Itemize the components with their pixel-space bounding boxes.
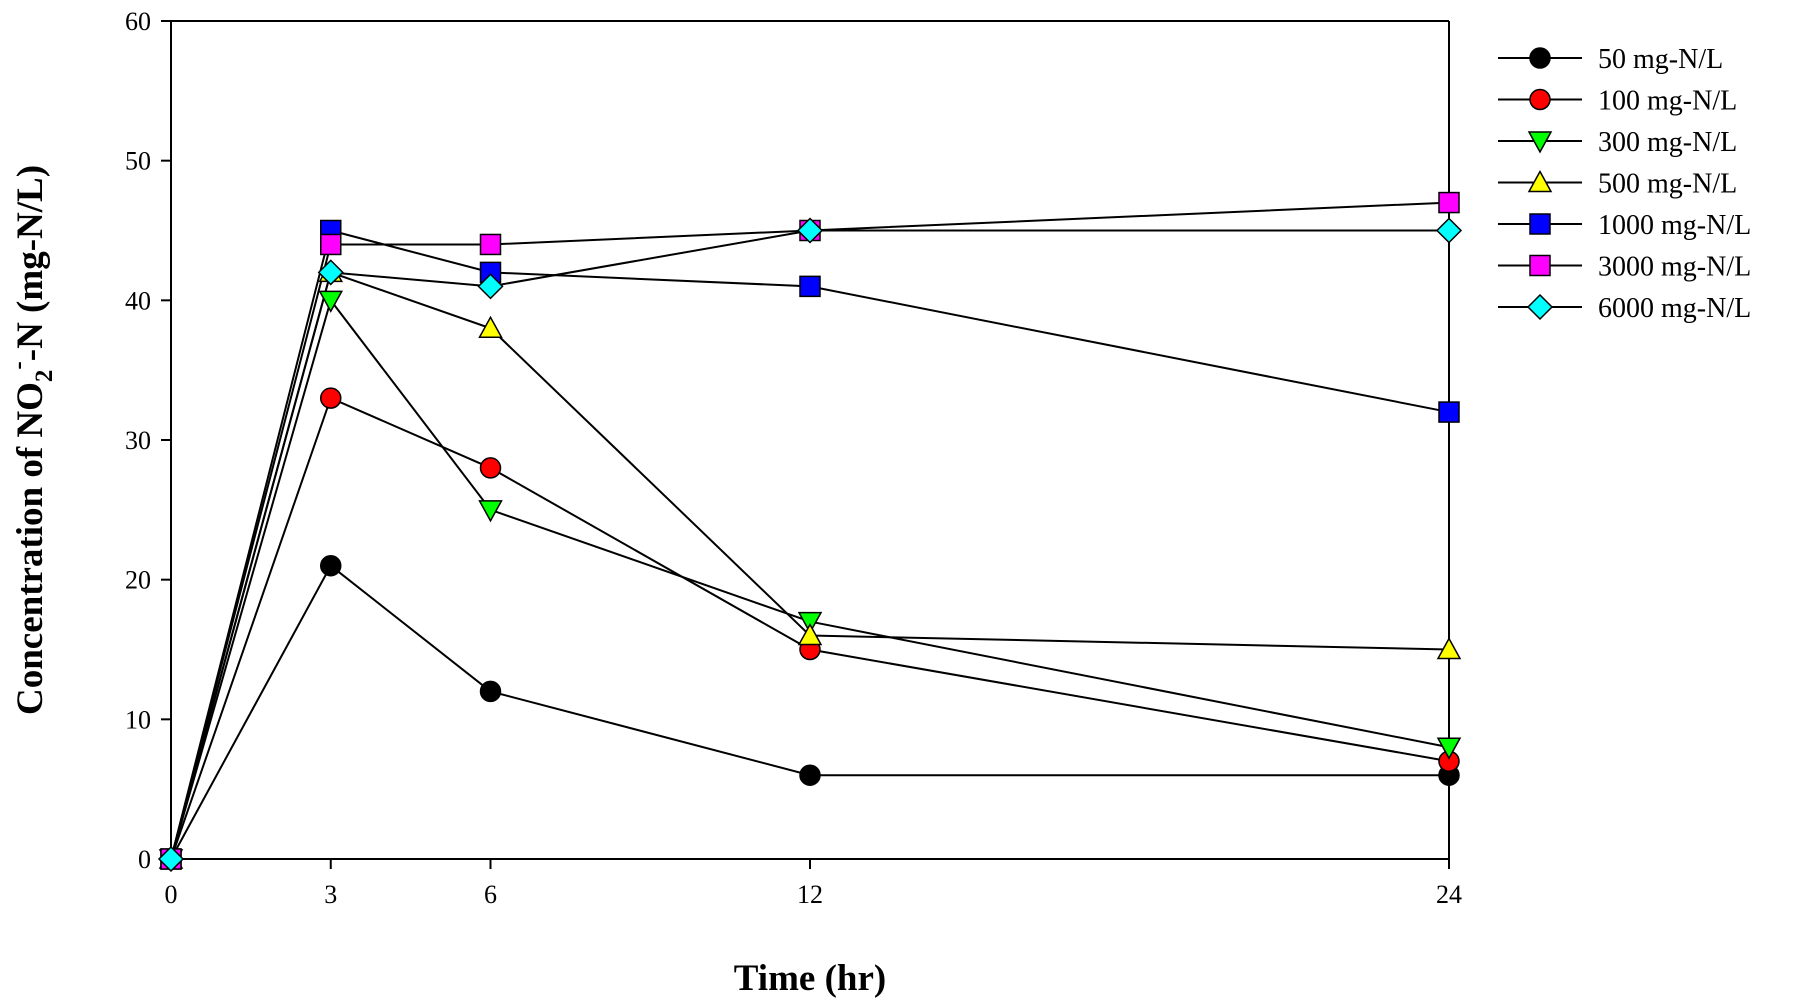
legend-marker bbox=[1529, 47, 1551, 69]
legend-label: 3000 mg-N/L bbox=[1598, 252, 1751, 283]
series-line bbox=[170, 564, 1449, 860]
y-axis-title: Concentration of NO2--N (mg-N/L) bbox=[5, 165, 58, 715]
data-point bbox=[479, 680, 502, 703]
data-point bbox=[317, 259, 344, 286]
y-tick-label: 40 bbox=[125, 286, 151, 315]
legend-label: 500 mg-N/L bbox=[1598, 169, 1737, 200]
x-tick-label: 6 bbox=[484, 880, 497, 909]
data-point bbox=[320, 387, 342, 409]
data-point bbox=[318, 290, 344, 313]
legend-label: 1000 mg-N/L bbox=[1598, 210, 1751, 241]
legend-label: 100 mg-N/L bbox=[1598, 86, 1737, 117]
data-point bbox=[157, 845, 185, 873]
series-lines bbox=[170, 201, 1450, 860]
legend-item: 50 mg-N/L bbox=[1498, 44, 1723, 75]
y-tick-label: 0 bbox=[138, 845, 151, 874]
data-point bbox=[1436, 737, 1462, 760]
data-point bbox=[799, 275, 821, 298]
legend-item: 100 mg-N/L bbox=[1498, 86, 1737, 117]
data-point bbox=[796, 217, 824, 244]
data-point bbox=[479, 233, 502, 256]
y-axis-title-suffix: -N (mg-N/L) bbox=[10, 165, 51, 361]
data-point bbox=[478, 500, 503, 523]
legend-item: 6000 mg-N/L bbox=[1498, 293, 1751, 324]
legend-marker bbox=[1529, 254, 1551, 277]
data-point bbox=[799, 764, 821, 786]
legend-label: 300 mg-N/L bbox=[1598, 127, 1737, 158]
series-line bbox=[170, 201, 1450, 860]
data-point bbox=[1438, 191, 1460, 214]
series-points bbox=[157, 217, 1463, 873]
data-point bbox=[320, 233, 342, 256]
data-point bbox=[478, 315, 503, 339]
series-markers bbox=[157, 191, 1463, 873]
data-point bbox=[1435, 217, 1463, 244]
data-point bbox=[320, 554, 342, 577]
legend-marker bbox=[1527, 131, 1553, 154]
y-axis-title-subscript: 2 bbox=[31, 370, 58, 383]
legend: 50 mg-N/L 100 mg-N/L 300 mg-N/L 500 mg-N/L 1… bbox=[1498, 44, 1751, 324]
y-axis-title-prefix: Concentration of NO bbox=[10, 382, 51, 715]
series-points bbox=[160, 554, 1460, 870]
legend-item: 300 mg-N/L bbox=[1498, 127, 1737, 158]
legend-item: 3000 mg-N/L bbox=[1498, 252, 1751, 283]
x-tick-label: 3 bbox=[324, 880, 337, 909]
y-tick-label: 20 bbox=[125, 566, 151, 595]
x-tick-label: 12 bbox=[797, 880, 823, 909]
data-point bbox=[1438, 401, 1460, 423]
x-axis-title: Time (hr) bbox=[734, 958, 886, 999]
y-tick-label: 10 bbox=[125, 705, 151, 734]
data-point bbox=[797, 622, 823, 646]
data-point bbox=[479, 457, 502, 479]
y-tick-label: 60 bbox=[125, 7, 151, 36]
axis-ticks: 0 10 20 30 40 50 60 0 3 6 12 24 bbox=[125, 7, 1462, 909]
y-tick-label: 30 bbox=[125, 426, 151, 455]
legend-marker bbox=[1527, 169, 1553, 193]
data-point bbox=[477, 273, 504, 300]
y-tick-label: 50 bbox=[125, 147, 151, 176]
x-tick-label: 24 bbox=[1436, 880, 1462, 909]
y-axis-title-superscript: - bbox=[5, 361, 32, 369]
plot-axes bbox=[170, 20, 1450, 860]
series-group bbox=[157, 191, 1463, 873]
legend-marker bbox=[1529, 213, 1551, 235]
data-point bbox=[797, 611, 823, 635]
data-point bbox=[1436, 636, 1462, 660]
legend-label: 6000 mg-N/L bbox=[1598, 293, 1751, 324]
x-tick-label: 0 bbox=[165, 880, 178, 909]
legend-marker bbox=[1526, 293, 1554, 321]
legend-item: 500 mg-N/L bbox=[1498, 169, 1737, 200]
legend-marker bbox=[1529, 88, 1551, 111]
legend-item: 1000 mg-N/L bbox=[1498, 210, 1751, 241]
legend-label: 50 mg-N/L bbox=[1598, 44, 1723, 75]
